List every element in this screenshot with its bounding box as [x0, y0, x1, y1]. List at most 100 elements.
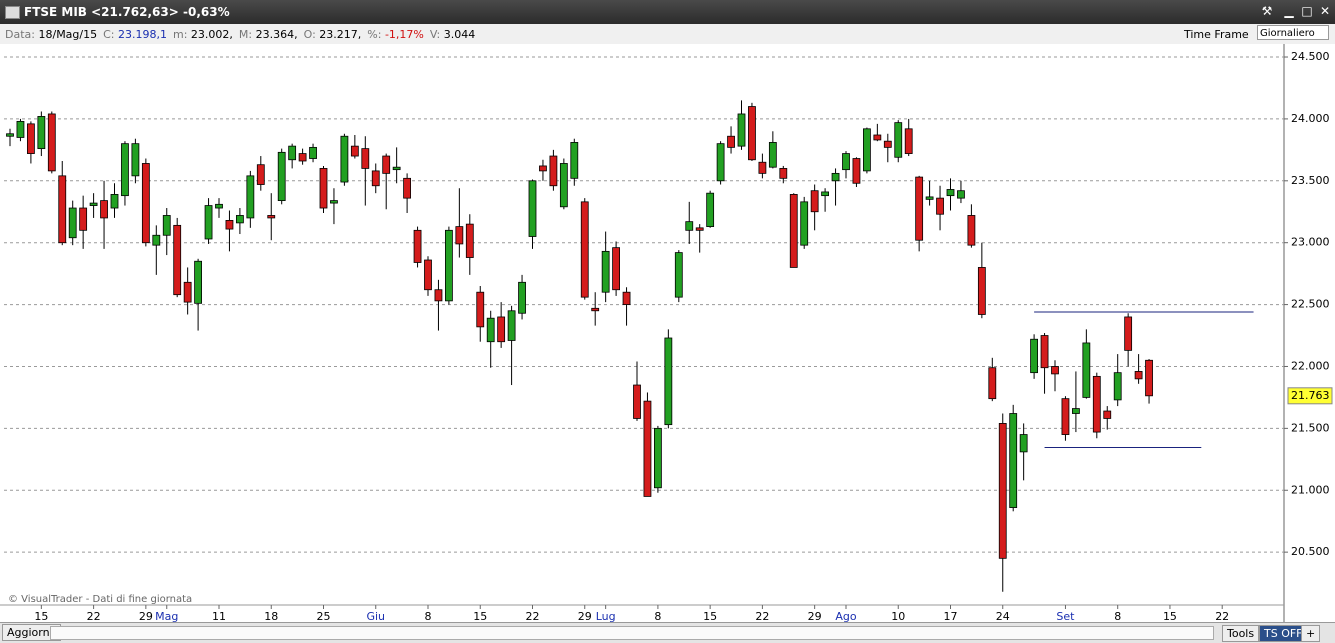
candle-body [842, 153, 850, 171]
candle-body [1082, 342, 1091, 398]
maximize-button[interactable]: □ [1301, 4, 1313, 18]
candle-body [946, 189, 955, 197]
x-tick-label: 29 [139, 610, 153, 622]
candle-body [131, 143, 140, 177]
candle-body [288, 145, 297, 161]
candle-body [716, 143, 725, 182]
x-tick-label: Giu [366, 610, 385, 622]
y-tick-label: 24.500 [1291, 50, 1330, 63]
candle-body [821, 191, 829, 197]
candle-body [455, 226, 464, 245]
candle-body [957, 190, 965, 199]
candle-body [434, 289, 443, 302]
candle-body [1051, 366, 1059, 375]
title-bar: FTSE MIB <21.762,63> -0,63% ⚒ ▁ □ ✕ [0, 0, 1335, 24]
chart-background [0, 44, 1335, 622]
minimize-button[interactable]: ▁ [1284, 4, 1294, 18]
candle-body [1145, 359, 1153, 397]
info-label: Data: [5, 28, 35, 41]
candle-body [413, 229, 422, 263]
candle-body [748, 106, 756, 161]
y-tick-label: 21.500 [1291, 421, 1330, 434]
x-tick-label: Set [1056, 610, 1075, 622]
info-bar: Data: 18/Mag/15 C: 23.198,1 m: 23.002, M: 2… [0, 24, 1335, 45]
candle-body [246, 175, 255, 219]
candle-body [47, 113, 56, 172]
candle-body [768, 142, 777, 168]
x-tick-label: 25 [317, 610, 331, 622]
candle-body [1103, 410, 1112, 419]
app-icon [5, 6, 20, 19]
candle-body [1092, 375, 1101, 433]
candle-body [967, 215, 976, 246]
last-price-box [1287, 387, 1333, 405]
info-value: 23.364, [255, 28, 298, 41]
info-label: C: [103, 28, 115, 41]
candle-body [570, 142, 579, 179]
tools-button[interactable]: ⚒ [1261, 4, 1273, 18]
candle-body [204, 205, 213, 240]
candle-body [162, 215, 171, 236]
candle-body [68, 207, 77, 239]
candle-body [883, 140, 892, 148]
candle-body [89, 202, 98, 206]
info-value: 23.217, [319, 28, 362, 41]
candle-body [758, 161, 767, 174]
candle-body [580, 201, 589, 298]
candle-body [1113, 372, 1122, 401]
candle-body [998, 423, 1007, 559]
candle-body [16, 120, 25, 138]
info-value: 23.198,1 [118, 28, 167, 41]
y-tick-label: 23.000 [1291, 236, 1330, 249]
close-button[interactable]: ✕ [1319, 4, 1331, 18]
time-frame-select[interactable]: Giornaliero [1257, 25, 1329, 40]
info-value: 3.044 [443, 28, 476, 41]
window-title: FTSE MIB <21.762,63> -0,63% [24, 5, 230, 19]
candle-body [194, 260, 203, 304]
x-tick-label: 15 [1163, 610, 1177, 622]
candle-body [988, 367, 997, 400]
candle-body [1019, 434, 1028, 453]
info-label: M: [238, 28, 253, 41]
info-value: 23.002, [190, 28, 233, 41]
y-tick-label: 23.500 [1291, 174, 1330, 187]
candle-body [936, 197, 944, 215]
scrollbar[interactable] [50, 626, 1214, 640]
candle-body [183, 281, 192, 303]
candle-body [215, 203, 223, 209]
candle-body [1124, 316, 1133, 351]
candle-body [277, 151, 286, 202]
zoom-button[interactable]: + [1301, 625, 1321, 642]
candle-body [330, 200, 338, 204]
x-tick-label: 22 [87, 610, 101, 622]
candle-body [256, 164, 265, 185]
x-tick-label: Lug [596, 610, 616, 622]
candle-body [309, 146, 317, 159]
candle-body [643, 400, 652, 497]
candle-body [737, 113, 746, 147]
candle-body [977, 267, 986, 315]
y-tick-label: 22.500 [1291, 298, 1330, 311]
x-tick-label: 15 [703, 610, 717, 622]
x-tick-label: 18 [264, 610, 278, 622]
info-label: m: [172, 28, 188, 41]
candle-body [685, 221, 694, 231]
x-tick-label: Mag [155, 610, 178, 622]
candle-body [706, 192, 715, 227]
tools-button[interactable]: Tools [1222, 625, 1260, 642]
candle-body [444, 229, 453, 302]
x-tick-label: Ago [835, 610, 857, 622]
x-tick-label: 17 [944, 610, 958, 622]
candle-body [695, 227, 704, 231]
x-tick-label: 8 [1114, 610, 1121, 622]
candle-body [559, 163, 568, 208]
candle-body [915, 176, 924, 241]
candle-body [340, 135, 349, 183]
info-value: -1,17% [384, 28, 424, 41]
x-tick-label: 29 [808, 610, 822, 622]
candle-body [831, 172, 840, 182]
candle-body [518, 281, 526, 314]
candle-body [894, 122, 903, 158]
candle-body [612, 247, 620, 291]
candle-body [654, 427, 662, 489]
